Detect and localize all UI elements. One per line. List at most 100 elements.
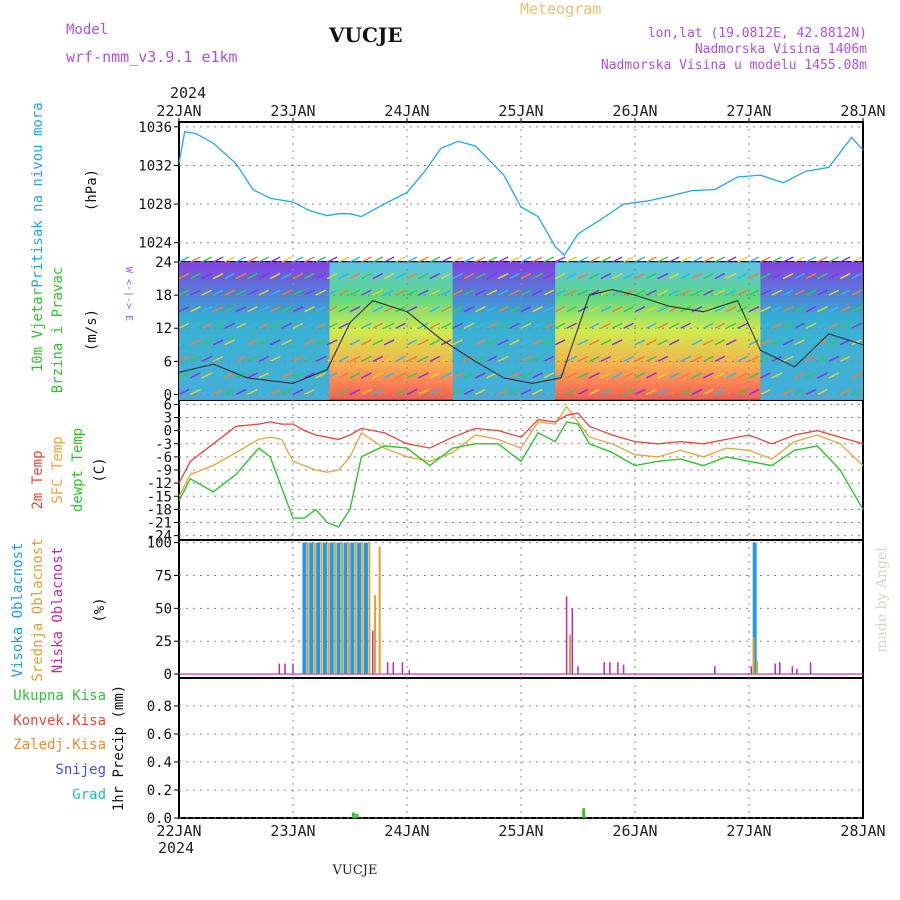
wind-barb [372,306,384,313]
wind-barb [532,388,543,396]
time-tick-label: 24JAN [384,822,429,840]
wind-barb [725,355,737,363]
wind-barb [520,272,532,280]
wind-barb [805,322,817,329]
wind-barb [623,339,634,346]
wind-barb [760,372,771,379]
cloud-bar [392,662,395,675]
wind-barb [554,272,566,280]
wind-barb [383,256,395,263]
wind-barb [418,256,429,263]
coords-text: lon,lat (19.0812E, 42.8812N) [648,26,867,41]
wind-barb [577,256,589,263]
wind-barb [760,306,771,313]
cloud-label-high: Visoka Oblacnost [10,543,26,678]
wind-barb [611,256,623,263]
wind-barb [748,339,760,346]
y-tick-label: 0 [164,387,172,403]
wind-barb [714,306,726,313]
wind-barb [714,388,726,396]
wind-barb [338,339,349,346]
wind-barb [520,372,532,379]
wind-barb [315,355,327,363]
wind-barb [395,289,406,296]
cloud-bar [386,662,389,675]
wind-barb [349,306,361,313]
wind-barb [748,306,760,313]
wind-barb [361,322,372,329]
wind-barb [714,355,726,363]
wind-barb [691,388,703,396]
wind-barb [418,388,429,396]
temp-label-2m: 2m Temp [30,450,46,509]
wind-barb [452,289,463,296]
wind-barb [703,289,714,296]
wind-barb [680,272,691,280]
y-tick-label: 12 [155,321,172,337]
wind-barb [782,355,794,363]
cloud-bar [327,542,330,675]
wind-barb [851,306,862,313]
wind-barb [589,372,600,379]
time-tick-label: 23JAN [270,822,315,840]
wind-barb [247,306,258,313]
wind-barb [703,372,714,379]
wind-barb [589,322,600,329]
wind-barb [235,355,247,363]
wind-barb [349,322,361,329]
wind-barb [520,322,532,329]
model-name: wrf-nmm_v3.9.1 e1km [66,48,238,66]
wind-barb [828,289,840,296]
wind-barb [383,289,395,296]
legend-freezing-rain: Zaledj.Kisa [13,737,106,753]
cloud-bar [336,542,341,675]
wind-barb [247,272,258,280]
wind-barb [611,372,623,379]
wind-barb [406,289,418,296]
wind-barb [668,355,680,363]
wind-barb [235,322,247,329]
wind-barb [520,256,532,263]
y-tick-label: 1036 [138,120,172,136]
wind-barb [440,388,452,396]
wind-barb [771,256,783,263]
credit-watermark: made by Angel [874,547,890,653]
y-tick-label: -9 [155,463,172,479]
wind-barb [691,272,703,280]
wind-barb [361,339,372,346]
wind-barb [509,322,520,329]
wind-barb [703,355,714,363]
wind-barb [657,272,669,280]
wind-label-1: 10m Vjetar [30,288,46,372]
wind-barb [805,388,817,396]
y-tick-label: 1032 [138,158,172,174]
wind-barb [668,322,680,329]
wind-barb [201,372,213,379]
wind-barb [623,306,634,313]
wind-barb [680,256,691,263]
model-altitude-text: Nadmorska Visina u modelu 1455.08m [601,58,867,73]
wind-barb [748,256,760,263]
wind-barb [212,372,224,379]
wind-barb [281,256,292,263]
wind-barb [680,322,691,329]
wind-barb [611,322,623,329]
wind-barb [406,306,418,313]
wind-barb [281,272,292,280]
y-tick-label: -24 [147,529,172,545]
wind-barb [634,388,646,396]
time-tick-label: 27JAN [726,822,771,840]
time-tick-label: 27JAN [726,102,771,120]
wind-barb [600,339,612,346]
wind-barb [497,322,509,329]
wind-barb [532,256,543,263]
cloud-bar [322,542,327,675]
wind-barb [828,339,840,346]
wind-barb [452,322,463,329]
cloud-bar [292,663,294,675]
y-tick-label: 0.6 [147,727,172,743]
wind-barb [304,306,315,313]
wind-barb [338,372,349,379]
wind-barb [509,289,520,296]
wind-barb [543,256,555,263]
